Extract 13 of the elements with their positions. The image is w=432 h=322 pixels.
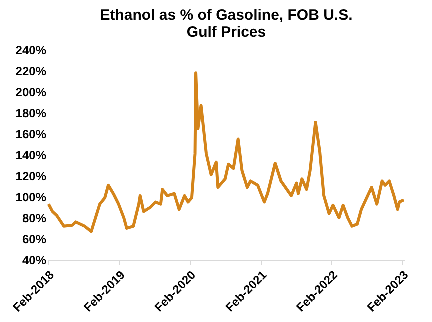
- y-tick-label: 160%: [16, 128, 47, 142]
- chart-title: Ethanol as % of Gasoline, FOB U.S. Gulf Prices: [100, 7, 353, 41]
- y-tick-label: 100%: [16, 190, 47, 204]
- y-tick-label: 140%: [16, 148, 47, 162]
- y-tick-label: 240%: [16, 44, 47, 58]
- line-series: [47, 72, 406, 234]
- y-tick-label: 200%: [16, 86, 47, 100]
- y-tick-label: 40%: [22, 254, 47, 268]
- y-tick-label: 120%: [16, 170, 47, 184]
- y-tick-label: 220%: [16, 64, 47, 78]
- y-tick-label: 60%: [22, 232, 47, 246]
- y-tick-label: 80%: [22, 212, 47, 226]
- y-tick-label: 180%: [16, 106, 47, 120]
